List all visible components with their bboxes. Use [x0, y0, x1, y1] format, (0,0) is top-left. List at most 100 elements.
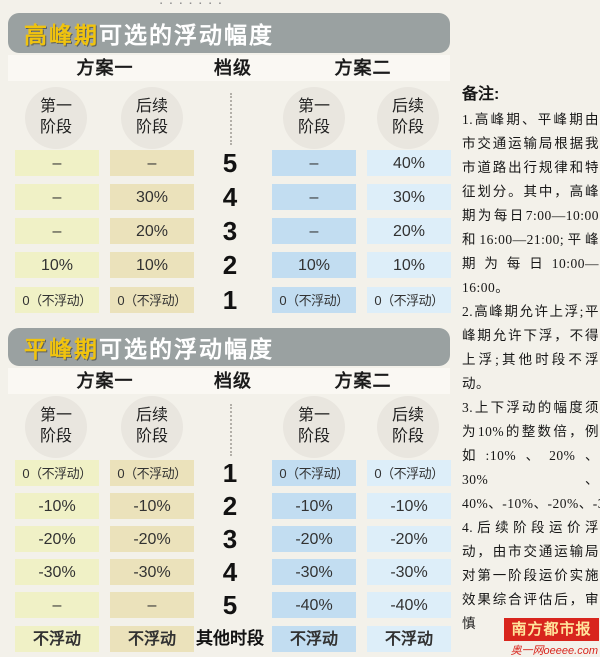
cell-plan1-stage2: 20% — [110, 218, 194, 244]
offpeak-table-title-bar: 平峰期 可选的浮动幅度 — [8, 328, 450, 366]
table-row: – – 5 -40% -40% — [8, 590, 451, 620]
newspaper-logo: 南方都市报 — [504, 618, 599, 641]
level-number: 3 — [222, 524, 238, 554]
offpeak-stage1-circle-plan1: 第一 阶段 — [25, 396, 87, 458]
cell-plan1-stage2: 30% — [110, 184, 194, 210]
cell-plan2-stage1: 不浮动 — [272, 626, 356, 652]
cropped-top-text: ▪ ▪ ▪ ▪ ▪ ▪ ▪ — [160, 1, 224, 7]
cell-plan1-stage2: 不浮动 — [110, 626, 194, 652]
table-row: – – 5 – 40% — [8, 148, 451, 178]
level-number: 2 — [222, 491, 238, 521]
notes-panel: 备注: 1.高峰期、平峰期由市交通运输局根据我市道路出行规律和特征划分。其中，高… — [462, 80, 600, 636]
cell-plan1-stage2: -30% — [110, 559, 194, 585]
peak-stage2-circle-plan1: 后续 阶段 — [121, 87, 183, 149]
table-row: 0（不浮动） 0（不浮动） 1 0（不浮动） 0（不浮动） — [8, 285, 451, 315]
offpeak-col-header-plan2: 方案二 — [334, 371, 392, 391]
cell-plan1-stage1: 0（不浮动） — [15, 287, 99, 313]
cell-plan2-stage2: 30% — [367, 184, 451, 210]
cell-plan1-stage1: -30% — [15, 559, 99, 585]
cell-plan1-stage1: – — [15, 218, 99, 244]
cell-plan2-stage1: -20% — [272, 526, 356, 552]
cell-plan1-stage2: 0（不浮动） — [110, 460, 194, 486]
level-number: 2 — [222, 250, 238, 280]
peak-dotted-divider — [230, 93, 232, 145]
cell-plan1-stage2: -10% — [110, 493, 194, 519]
offpeak-dotted-divider — [230, 404, 232, 456]
cell-plan2-stage2: 20% — [367, 218, 451, 244]
cell-plan2-stage1: -30% — [272, 559, 356, 585]
cell-plan2-stage2: -30% — [367, 559, 451, 585]
table-row: – 20% 3 – 20% — [8, 216, 451, 246]
offpeak-title-highlight: 平峰期 — [24, 336, 99, 362]
peak-stage2-circle-plan2: 后续 阶段 — [377, 87, 439, 149]
cell-plan1-stage1: 10% — [15, 252, 99, 278]
cell-plan2-stage2: 40% — [367, 150, 451, 176]
cell-plan2-stage1: – — [272, 150, 356, 176]
level-number: 5 — [222, 590, 238, 620]
level-other-period: 其他时段 — [196, 629, 264, 648]
cell-plan1-stage1: 0（不浮动） — [15, 460, 99, 486]
table-row: 10% 10% 2 10% 10% — [8, 250, 451, 280]
offpeak-stage1-circle-plan2: 第一 阶段 — [283, 396, 345, 458]
level-number: 4 — [222, 182, 238, 212]
table-row: 不浮动 不浮动 其他时段 不浮动 不浮动 — [8, 626, 451, 652]
cell-plan2-stage1: – — [272, 218, 356, 244]
note-item-1: 1.高峰期、平峰期由市交通运输局根据我市道路出行规律和特征划分。其中，高峰期为每… — [462, 112, 599, 296]
offpeak-title-rest: 可选的浮动幅度 — [99, 336, 274, 362]
cell-plan2-stage1: -40% — [272, 592, 356, 618]
cell-plan2-stage2: 10% — [367, 252, 451, 278]
table-row: -10% -10% 2 -10% -10% — [8, 491, 451, 521]
cell-plan1-stage1: – — [15, 592, 99, 618]
cell-plan2-stage1: 10% — [272, 252, 356, 278]
cell-plan1-stage2: -20% — [110, 526, 194, 552]
cell-plan1-stage2: – — [110, 592, 194, 618]
cell-plan1-stage1: 不浮动 — [15, 626, 99, 652]
cell-plan1-stage1: – — [15, 184, 99, 210]
peak-title-rest: 可选的浮动幅度 — [99, 22, 274, 48]
cell-plan2-stage1: 0（不浮动） — [272, 287, 356, 313]
note-item-3: 3.上下浮动的幅度须为10%的整数倍，例如:10%、20%、30%、40%、-1… — [462, 400, 600, 512]
table-row: 0（不浮动） 0（不浮动） 1 0（不浮动） 0（不浮动） — [8, 458, 451, 488]
level-number: 1 — [222, 285, 238, 315]
peak-header-band — [8, 55, 450, 81]
table-row: – 30% 4 – 30% — [8, 182, 451, 212]
cell-plan2-stage2: 0（不浮动） — [367, 460, 451, 486]
note-item-4: 4.后续阶段运价浮动，由市交通运输局对第一阶段运价实施效果综合评估后，审慎 — [462, 520, 599, 632]
level-number: 4 — [222, 557, 238, 587]
offpeak-stage2-circle-plan2: 后续 阶段 — [377, 396, 439, 458]
offpeak-stage2-circle-plan1: 后续 阶段 — [121, 396, 183, 458]
cell-plan2-stage2: -10% — [367, 493, 451, 519]
cell-plan1-stage2: 10% — [110, 252, 194, 278]
note-item-2: 2.高峰期允许上浮;平峰期允许下浮，不得上浮;其他时段不浮动。 — [462, 304, 599, 392]
cell-plan2-stage1: – — [272, 184, 356, 210]
peak-stage1-circle-plan1: 第一 阶段 — [25, 87, 87, 149]
peak-col-header-level: 档级 — [214, 58, 252, 78]
notes-title: 备注: — [462, 86, 500, 103]
cell-plan1-stage2: 0（不浮动） — [110, 287, 194, 313]
cell-plan1-stage2: – — [110, 150, 194, 176]
peak-stage1-circle-plan2: 第一 阶段 — [283, 87, 345, 149]
newspaper-site-label: 奥一网oeeee.com — [510, 645, 598, 657]
cell-plan1-stage1: – — [15, 150, 99, 176]
peak-col-header-plan2: 方案二 — [334, 58, 392, 78]
cell-plan2-stage1: 0（不浮动） — [272, 460, 356, 486]
peak-title-highlight: 高峰期 — [24, 22, 99, 48]
cell-plan2-stage2: -40% — [367, 592, 451, 618]
table-row: -30% -30% 4 -30% -30% — [8, 557, 451, 587]
offpeak-header-band — [8, 368, 450, 394]
cell-plan2-stage2: 0（不浮动） — [367, 287, 451, 313]
cell-plan1-stage1: -10% — [15, 493, 99, 519]
offpeak-col-header-level: 档级 — [214, 371, 252, 391]
cell-plan2-stage2: 不浮动 — [367, 626, 451, 652]
table-row: -20% -20% 3 -20% -20% — [8, 524, 451, 554]
cell-plan2-stage1: -10% — [272, 493, 356, 519]
level-number: 5 — [222, 148, 238, 178]
level-number: 1 — [222, 458, 238, 488]
cell-plan2-stage2: -20% — [367, 526, 451, 552]
peak-table-title-bar: 高峰期 可选的浮动幅度 — [8, 13, 450, 53]
cell-plan1-stage1: -20% — [15, 526, 99, 552]
offpeak-col-header-plan1: 方案一 — [76, 371, 134, 391]
level-number: 3 — [222, 216, 238, 246]
peak-col-header-plan1: 方案一 — [76, 58, 134, 78]
